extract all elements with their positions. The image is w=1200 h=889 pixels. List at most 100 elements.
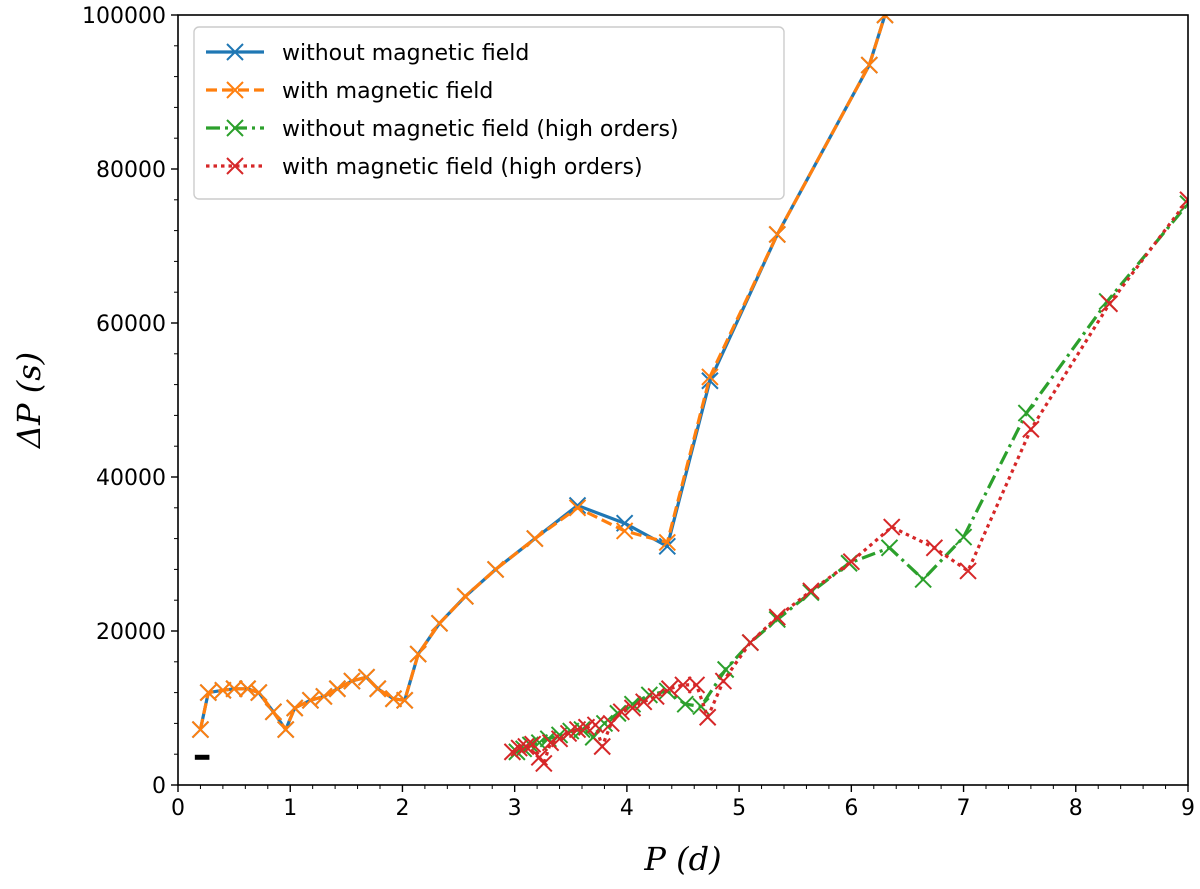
x-tick-label: 2 (395, 796, 409, 821)
data-point-marker (510, 739, 528, 757)
data-point-marker (301, 691, 320, 710)
legend-item: without magnetic field (high orders) (206, 117, 679, 142)
data-point-marker (615, 522, 634, 540)
data-point-marker (658, 533, 676, 552)
legend-item: with magnetic field (high orders) (206, 155, 643, 180)
data-point-marker (264, 703, 283, 721)
data-point-marker (623, 699, 642, 717)
data-point-marker (199, 683, 218, 702)
x-tick-label: 5 (732, 796, 746, 821)
x-tick-label: 3 (508, 796, 522, 821)
data-point-marker (880, 539, 899, 557)
data-point-marker (559, 724, 578, 743)
data-point-marker (876, 15, 894, 24)
data-point-marker (238, 680, 257, 698)
y-tick-label: 40000 (96, 466, 166, 491)
data-point-marker (674, 676, 692, 694)
data-point-marker (593, 737, 611, 756)
legend-marker (226, 119, 244, 137)
legend-item: with magnetic field (206, 79, 493, 104)
data-point-marker (568, 496, 587, 515)
data-point-marker (714, 672, 733, 690)
axes-layer: 0 1 2 3 4 5 6 7 8 9 0 20000 40000 60000 80000 100000 (82, 4, 1195, 821)
data-point-marker (526, 529, 544, 548)
x-tick-label: 1 (283, 796, 297, 821)
data-point-marker (1179, 191, 1188, 209)
x-axis-title: P (d) (643, 840, 721, 878)
legend-item: without magnetic field (206, 41, 529, 66)
data-point-marker (860, 56, 878, 74)
y-tick-label: 20000 (96, 620, 166, 645)
data-point-marker (914, 570, 932, 589)
data-point-marker (568, 499, 587, 517)
legend-box (193, 26, 785, 200)
data-point-marker (698, 708, 717, 726)
data-point-marker (430, 614, 449, 633)
data-point-marker (550, 730, 569, 748)
data-point-marker (315, 687, 333, 706)
data-point-marker (612, 703, 630, 721)
x-tick-label: 0 (171, 796, 185, 821)
data-point-marker (343, 672, 361, 690)
data-point-marker (741, 633, 760, 652)
legend-marker (226, 43, 244, 61)
data-point-marker (883, 518, 901, 536)
legend: without magnetic field with magnetic fiel… (193, 26, 785, 200)
y-tick-label: 100000 (82, 4, 166, 29)
data-point-marker (395, 691, 414, 710)
data-point-marker (660, 680, 679, 698)
data-point-marker (541, 733, 560, 752)
data-point-marker (328, 680, 347, 698)
data-point-marker (286, 699, 304, 717)
data-point-marker (768, 225, 786, 244)
x-tick-label: 8 (1069, 796, 1083, 821)
legend-label: without magnetic field (high orders) (282, 117, 679, 142)
data-point-marker (486, 560, 505, 579)
data-point-marker (602, 714, 620, 733)
data-point-marker (802, 582, 820, 600)
data-point-marker (523, 735, 542, 753)
data-point-marker (701, 372, 719, 390)
axes-frame (177, 14, 1189, 786)
data-point-marker (635, 693, 653, 711)
y-tick-label: 0 (152, 774, 166, 799)
data-point-marker (842, 552, 861, 571)
data-point-marker (225, 680, 243, 698)
data-point-marker (586, 716, 605, 734)
data-point-marker (409, 645, 427, 663)
data-point-marker (647, 687, 665, 706)
data-point-marker (250, 683, 268, 702)
data-point-marker (954, 528, 973, 546)
data-point-marker (456, 587, 474, 606)
x-tick-label: 9 (1181, 796, 1195, 821)
data-point-marker (1017, 404, 1036, 422)
series-layer (191, 15, 1188, 773)
legend-marker (226, 81, 244, 99)
data-point-marker (925, 539, 944, 557)
legend-label: with magnetic field (282, 79, 493, 104)
data-point-marker (676, 695, 694, 713)
legend-marker (226, 157, 244, 175)
data-point-marker (191, 720, 210, 739)
data-point-marker (701, 368, 719, 386)
x-tick-label: 7 (957, 796, 971, 821)
series-2 (191, 15, 894, 739)
data-point-marker (277, 720, 295, 739)
legend-label: without magnetic field (282, 41, 529, 66)
x-tick-label: 6 (844, 796, 858, 821)
y-axis-title: ΔP (s) (10, 352, 48, 450)
data-point-marker (768, 608, 786, 626)
legend-label: with magnetic field (high orders) (282, 155, 643, 180)
x-tick-label: 4 (620, 796, 634, 821)
data-point-marker (535, 754, 553, 773)
y-tick-label: 60000 (96, 312, 166, 337)
data-point-marker (1022, 420, 1040, 438)
data-point-marker (369, 680, 387, 698)
data-point-marker (687, 676, 706, 694)
data-point-marker (1100, 295, 1119, 313)
data-point-marker (623, 695, 642, 713)
series-4 (503, 191, 1188, 773)
series-line (198, 15, 887, 732)
data-point-marker (959, 562, 977, 580)
